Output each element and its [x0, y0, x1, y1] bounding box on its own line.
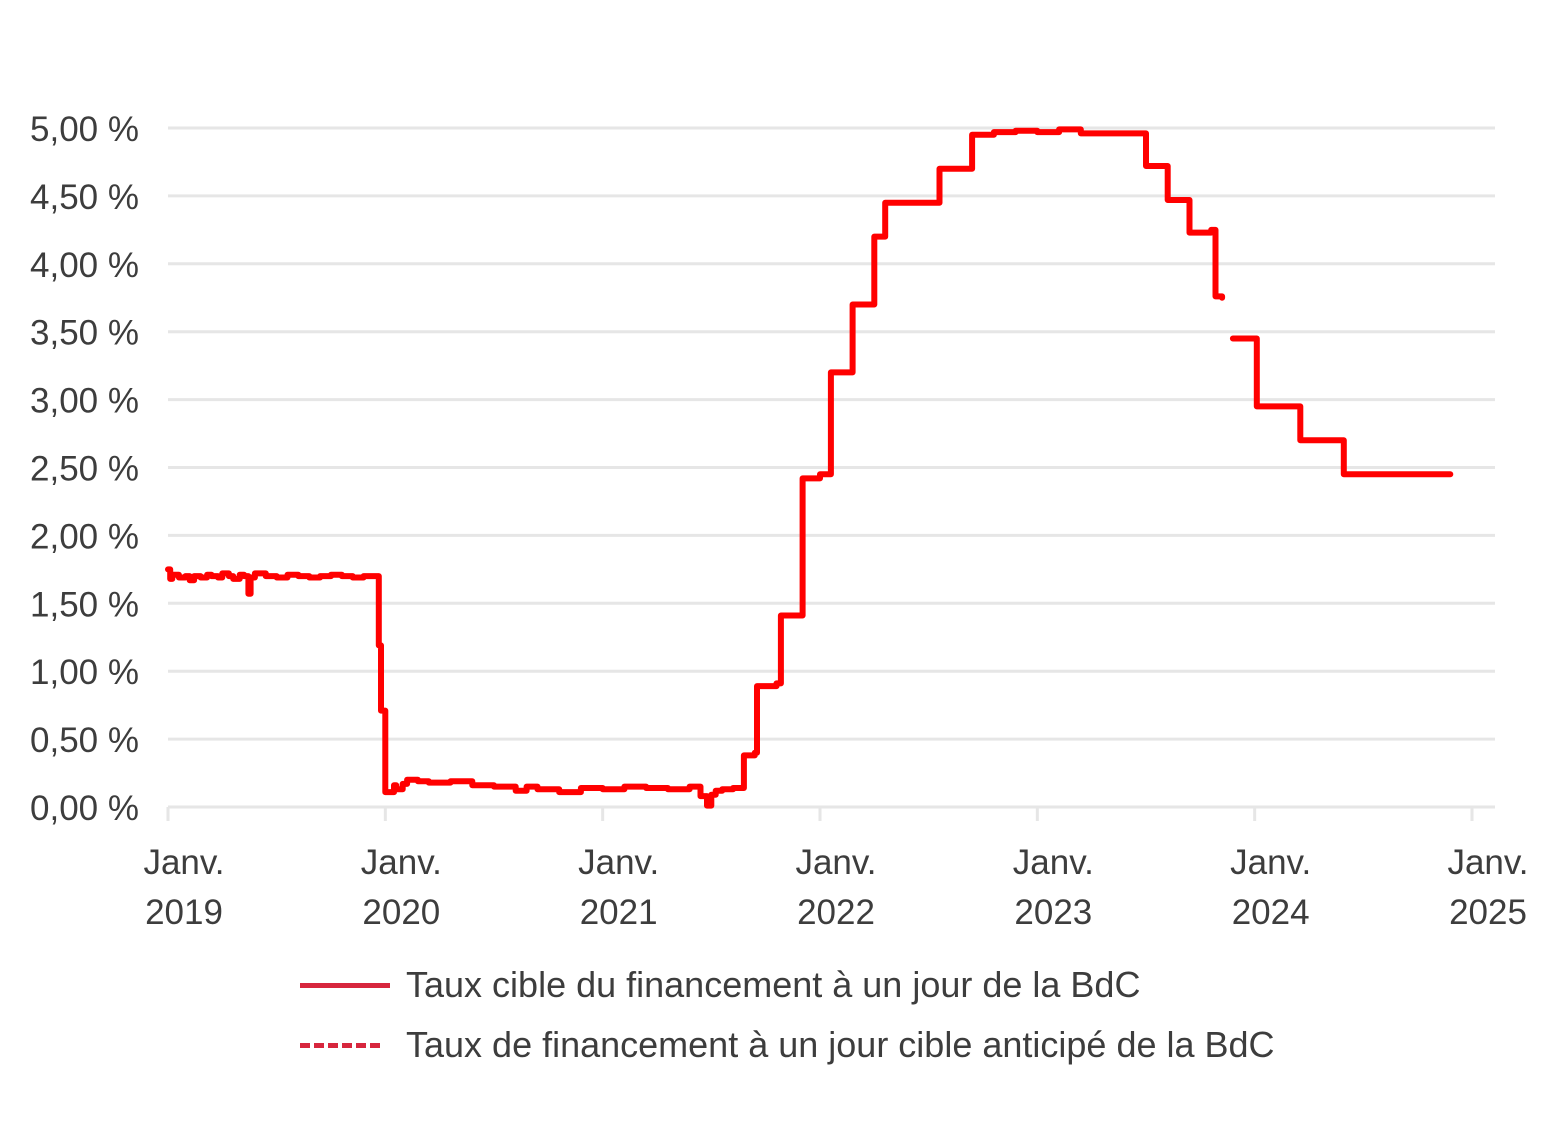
x-axis — [166, 805, 1495, 821]
x-tick-label-month: Janv. — [1013, 843, 1094, 882]
x-tick-label-year: 2021 — [580, 893, 658, 932]
x-tick-label-month: Janv. — [795, 843, 876, 882]
y-tick-label: 4,00 % — [30, 246, 139, 285]
x-tick-label-month: Janv. — [578, 843, 659, 882]
x-axis-tick-labels: Janv. 2019 Janv. 2020 Janv. 2021 Janv. 2022 Janv… — [143, 843, 1528, 932]
x-tick-label-month: Janv. — [143, 843, 224, 882]
x-tick-label-month: Janv. — [1230, 843, 1311, 882]
y-tick-label: 1,50 % — [30, 585, 139, 624]
legend: Taux cible du financement à un jour de l… — [300, 955, 1500, 1075]
legend-swatch-solid — [300, 982, 390, 988]
y-tick-label: 3,50 % — [30, 314, 139, 353]
x-tick-label-year: 2025 — [1449, 893, 1527, 932]
x-tick-label-year: 2024 — [1232, 893, 1310, 932]
y-tick-label: 0,00 % — [30, 789, 139, 828]
series-lines — [165, 126, 1454, 809]
legend-label-expected-rate: Taux de financement à un jour cible anti… — [406, 1024, 1275, 1065]
y-tick-label: 5,00 % — [30, 110, 139, 149]
legend-item-target-rate: Taux cible du financement à un jour de l… — [300, 955, 1500, 1015]
series-line-target-rate — [165, 126, 1226, 809]
x-tick-label-month: Janv. — [361, 843, 442, 882]
y-axis-tick-labels: 0,00 % 0,50 % 1,00 % 1,50 % 2,00 % 2,50 % 3,00… — [30, 110, 139, 828]
y-tick-label: 4,50 % — [30, 178, 139, 217]
legend-swatch-dashed — [300, 1042, 380, 1048]
y-tick-label: 2,50 % — [30, 450, 139, 489]
y-tick-label: 0,50 % — [30, 721, 139, 760]
x-tick-label-year: 2022 — [797, 893, 875, 932]
y-tick-label: 3,00 % — [30, 382, 139, 421]
y-tick-label: 2,00 % — [30, 517, 139, 556]
y-tick-label: 1,00 % — [30, 653, 139, 692]
series-line-expected-rate — [1229, 335, 1454, 478]
line-chart: 0,00 % 0,50 % 1,00 % 1,50 % 2,00 % 2,50 % 3,00… — [30, 110, 1529, 932]
x-tick-label-year: 2019 — [145, 893, 223, 932]
x-tick-label-year: 2023 — [1014, 893, 1092, 932]
x-tick-label-month: Janv. — [1447, 843, 1528, 882]
legend-label-target-rate: Taux cible du financement à un jour de l… — [406, 964, 1141, 1005]
legend-item-expected-rate: Taux de financement à un jour cible anti… — [300, 1015, 1500, 1075]
x-tick-label-year: 2020 — [362, 893, 440, 932]
